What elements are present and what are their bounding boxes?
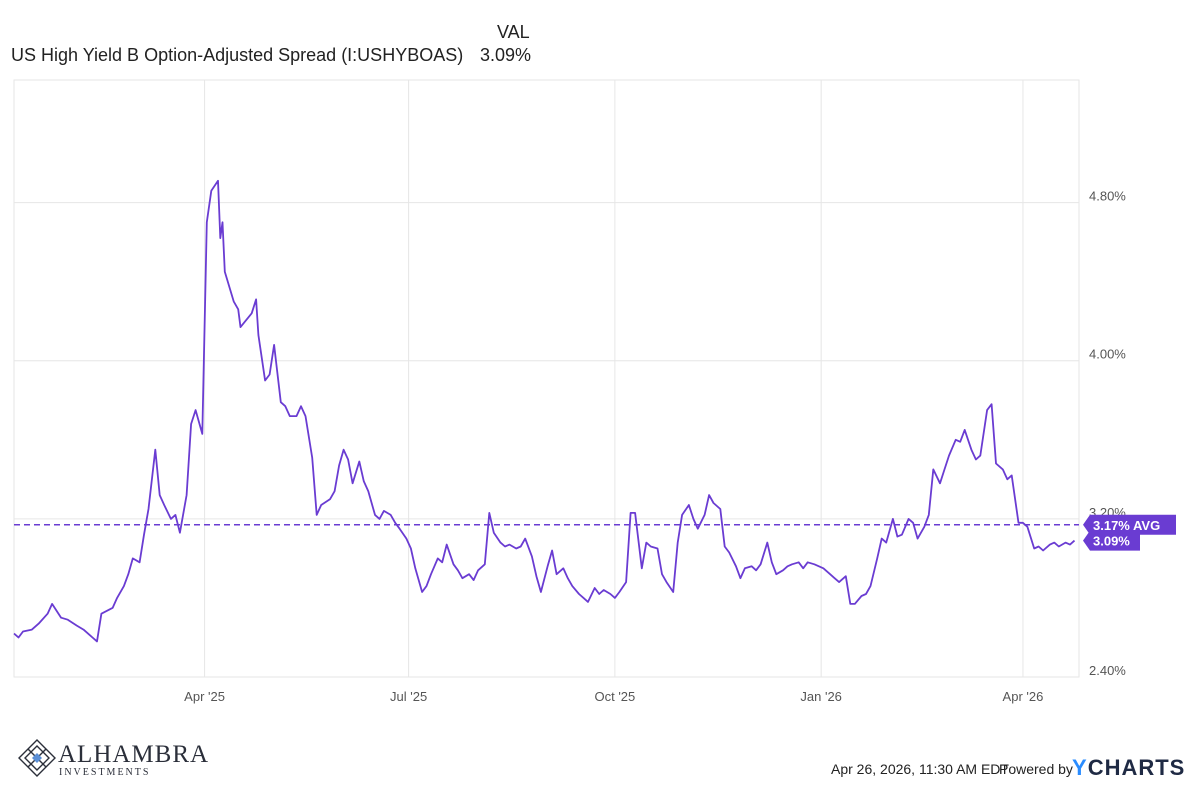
ycharts-logo[interactable]: YCHARTS (1072, 755, 1185, 781)
y-tick-label: 4.00% (1089, 347, 1126, 362)
series-line (13, 179, 1076, 643)
logo-name: ALHAMBRA (58, 741, 210, 768)
y-axis-ticks: 2.40%3.20%4.00%4.80% (1089, 189, 1126, 678)
x-tick-label: Jul '25 (390, 689, 427, 704)
average-badge-label: 3.17% AVG (1093, 518, 1160, 533)
line-chart: Apr '25 Jul '25 Oct '25 Jan '26 Apr '26 2.40… (13, 79, 1176, 704)
x-tick-label: Apr '25 (184, 689, 225, 704)
y-tick-label: 4.80% (1089, 189, 1126, 204)
x-axis-ticks: Apr '25 Jul '25 Oct '25 Jan '26 Apr '26 (184, 689, 1043, 704)
x-tick-label: Apr '26 (1003, 689, 1044, 704)
last-value-badge: 3.09% (1083, 530, 1140, 551)
legend-value-header: VAL (497, 22, 530, 42)
average-badge-shape (1083, 514, 1176, 535)
alhambra-logo: ALHAMBRA INVESTMENTS (18, 737, 208, 781)
ycharts-logo-rest: CHARTS (1087, 755, 1186, 780)
chart-legend: VAL US High Yield B Option-Adjusted Spre… (0, 0, 600, 80)
series-group (13, 179, 1076, 643)
ycharts-logo-y: Y (1072, 755, 1088, 780)
powered-by-label: Powered by (999, 761, 1073, 777)
average-badge: 3.17% AVG (1083, 514, 1176, 535)
timestamp: Apr 26, 2026, 11:30 AM EDT (831, 761, 1009, 777)
legend-series-name[interactable]: US High Yield B Option-Adjusted Spread (… (11, 45, 464, 65)
diamond-lattice-icon (18, 739, 56, 777)
plot-frame (13, 79, 1080, 678)
logo-subtitle: INVESTMENTS (59, 767, 151, 778)
last-value-badge-label: 3.09% (1093, 534, 1130, 549)
x-tick-label: Oct '25 (594, 689, 635, 704)
last-value-badge-shape (1083, 530, 1140, 551)
chart-grid (13, 79, 1080, 678)
y-tick-label: 2.40% (1089, 663, 1126, 678)
legend-series-value: 3.09% (480, 45, 532, 65)
footer: ALHAMBRA INVESTMENTS Apr 26, 2026, 11:30… (0, 735, 1200, 787)
x-tick-label: Jan '26 (800, 689, 842, 704)
